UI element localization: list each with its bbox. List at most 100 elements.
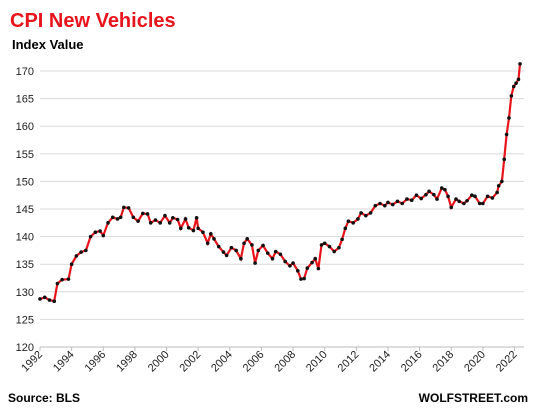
data-point <box>518 62 522 66</box>
data-point <box>93 230 98 234</box>
data-point <box>60 277 64 282</box>
data-point <box>110 215 115 220</box>
data-point <box>316 266 321 271</box>
data-point <box>79 250 83 254</box>
data-point <box>502 157 507 162</box>
data-point <box>481 201 485 206</box>
data-point <box>136 219 140 223</box>
data-point <box>509 94 514 98</box>
y-tick-label: 170 <box>16 66 34 78</box>
data-point <box>390 202 395 207</box>
y-tick-label: 140 <box>16 232 34 244</box>
data-point <box>373 203 378 208</box>
data-point <box>516 77 521 82</box>
data-point <box>194 216 199 220</box>
data-point <box>424 192 428 197</box>
data-point <box>55 281 60 286</box>
data-point <box>191 228 196 233</box>
y-tick-label: 125 <box>16 314 34 326</box>
data-point <box>414 193 419 198</box>
data-point <box>514 81 518 85</box>
x-tick-label: 2016 <box>399 349 425 375</box>
y-tick-label: 160 <box>16 121 34 133</box>
data-point <box>454 197 458 201</box>
data-point <box>395 199 400 204</box>
data-point <box>88 234 93 239</box>
y-tick-label: 155 <box>16 149 34 161</box>
data-point <box>265 251 270 255</box>
data-point <box>145 212 150 216</box>
x-tick-label: 2020 <box>462 349 488 375</box>
data-point <box>196 226 200 231</box>
data-point <box>273 249 278 254</box>
data-point <box>171 216 175 220</box>
data-point <box>465 198 469 203</box>
data-point <box>47 298 52 302</box>
data-point <box>462 201 466 206</box>
data-point <box>356 217 360 221</box>
x-tick-label: 1994 <box>51 349 77 375</box>
data-point <box>148 221 153 225</box>
data-point <box>332 249 336 254</box>
x-tick-label: 1998 <box>114 349 140 375</box>
data-point <box>270 256 275 261</box>
data-point <box>485 194 490 199</box>
data-point <box>470 193 474 198</box>
data-point <box>69 262 74 267</box>
data-point <box>435 197 439 201</box>
data-point <box>131 215 136 220</box>
data-point <box>443 187 447 192</box>
data-point <box>383 203 387 208</box>
data-point <box>500 179 504 184</box>
data-point <box>178 226 183 231</box>
data-point <box>400 201 405 206</box>
data-point <box>305 266 310 270</box>
data-point <box>153 218 158 222</box>
data-point <box>405 197 409 201</box>
y-tick-label: 135 <box>16 259 34 271</box>
data-point <box>84 248 88 253</box>
data-point <box>359 211 363 215</box>
data-point <box>368 211 373 215</box>
y-tick-label: 145 <box>16 204 34 216</box>
data-point <box>288 264 292 268</box>
data-point <box>477 201 482 206</box>
x-tick-label: 2014 <box>367 349 393 375</box>
data-point <box>291 261 295 265</box>
watermark: WOLFSTREET.com <box>419 391 528 405</box>
data-point <box>201 230 205 234</box>
data-point <box>245 237 250 241</box>
data-point <box>278 252 283 257</box>
data-point <box>242 241 246 246</box>
data-point <box>507 116 511 120</box>
data-point <box>490 196 495 200</box>
data-point <box>432 192 436 197</box>
data-point <box>224 253 229 258</box>
data-point <box>439 186 444 190</box>
data-point <box>122 205 126 210</box>
data-point <box>42 295 47 300</box>
data-point <box>253 261 257 265</box>
data-point <box>427 189 431 194</box>
data-point <box>386 200 390 205</box>
data-point <box>101 233 106 238</box>
x-tick-label: 2012 <box>336 349 362 375</box>
data-point <box>118 215 123 220</box>
chart-title: CPI New Vehicles <box>10 10 176 32</box>
data-point <box>205 241 210 246</box>
data-point <box>141 211 145 216</box>
data-point <box>409 198 414 202</box>
x-tick-label: 1996 <box>83 349 109 375</box>
data-point <box>234 248 238 253</box>
x-tick-label: 2008 <box>272 349 298 375</box>
data-point <box>98 229 102 233</box>
data-point <box>209 232 213 236</box>
data-point <box>229 245 234 250</box>
x-tick-label: 2002 <box>177 349 203 375</box>
data-point <box>302 276 306 281</box>
data-point <box>216 244 221 249</box>
x-tick-label: 2000 <box>146 349 172 375</box>
data-point <box>340 237 344 242</box>
data-point <box>158 221 163 225</box>
data-point <box>446 194 450 199</box>
